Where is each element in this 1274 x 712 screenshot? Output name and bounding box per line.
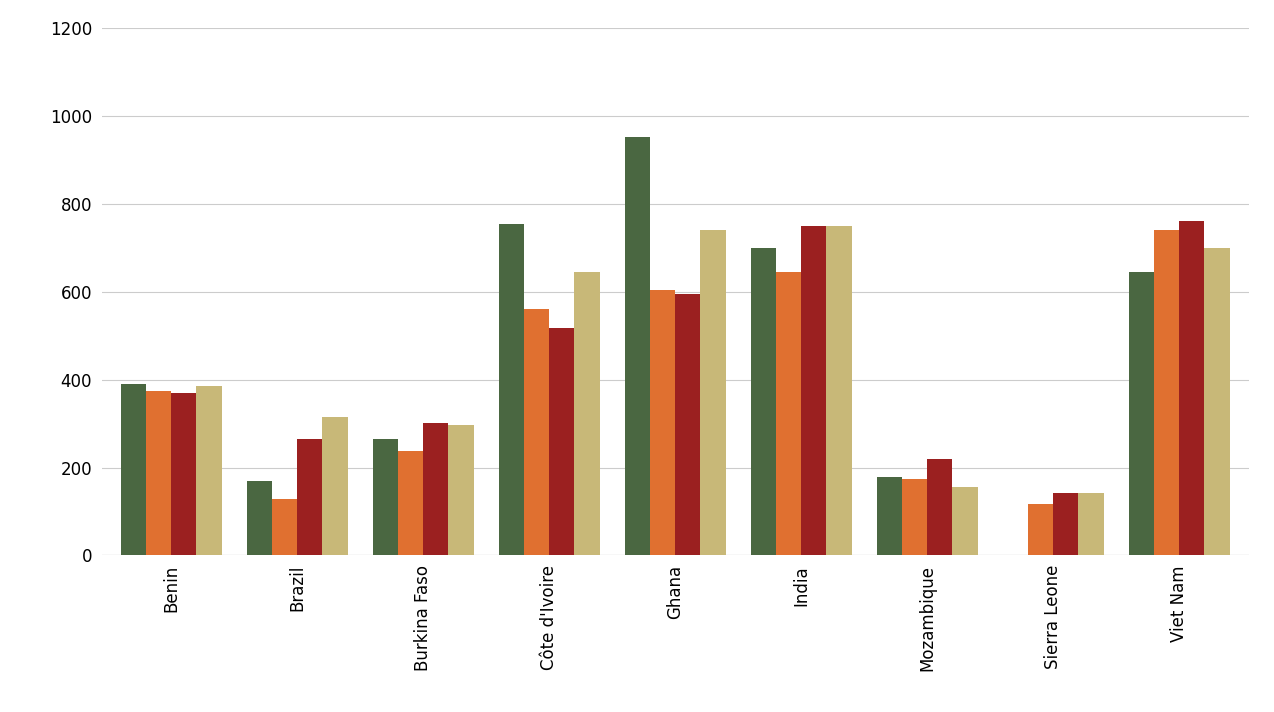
Bar [650,290,675,555]
Bar [776,272,801,555]
Bar [121,384,147,555]
Bar [397,451,423,555]
Bar [147,391,171,555]
Bar [1129,272,1154,555]
Bar [196,387,222,555]
Bar [1180,221,1204,555]
Bar [877,477,902,555]
Bar [1204,248,1229,555]
Bar [827,226,851,555]
Bar [801,226,827,555]
Bar [499,224,524,555]
Bar [297,439,322,555]
Bar [322,417,348,555]
Bar [1028,503,1054,555]
Bar [624,137,650,555]
Bar [927,459,953,555]
Bar [1154,229,1180,555]
Bar [171,393,196,555]
Bar [1078,493,1103,555]
Bar [247,481,273,555]
Bar [902,478,927,555]
Bar [423,423,448,555]
Bar [273,499,297,555]
Bar [549,328,575,555]
Bar [675,294,701,555]
Bar [373,439,397,555]
Bar [575,272,600,555]
Bar [750,248,776,555]
Bar [701,229,726,555]
Bar [953,487,977,555]
Bar [1054,493,1078,555]
Bar [448,424,474,555]
Legend: 2015, 2016, 2017, 2018: 2015, 2016, 2017, 2018 [485,711,865,712]
Bar [524,310,549,555]
